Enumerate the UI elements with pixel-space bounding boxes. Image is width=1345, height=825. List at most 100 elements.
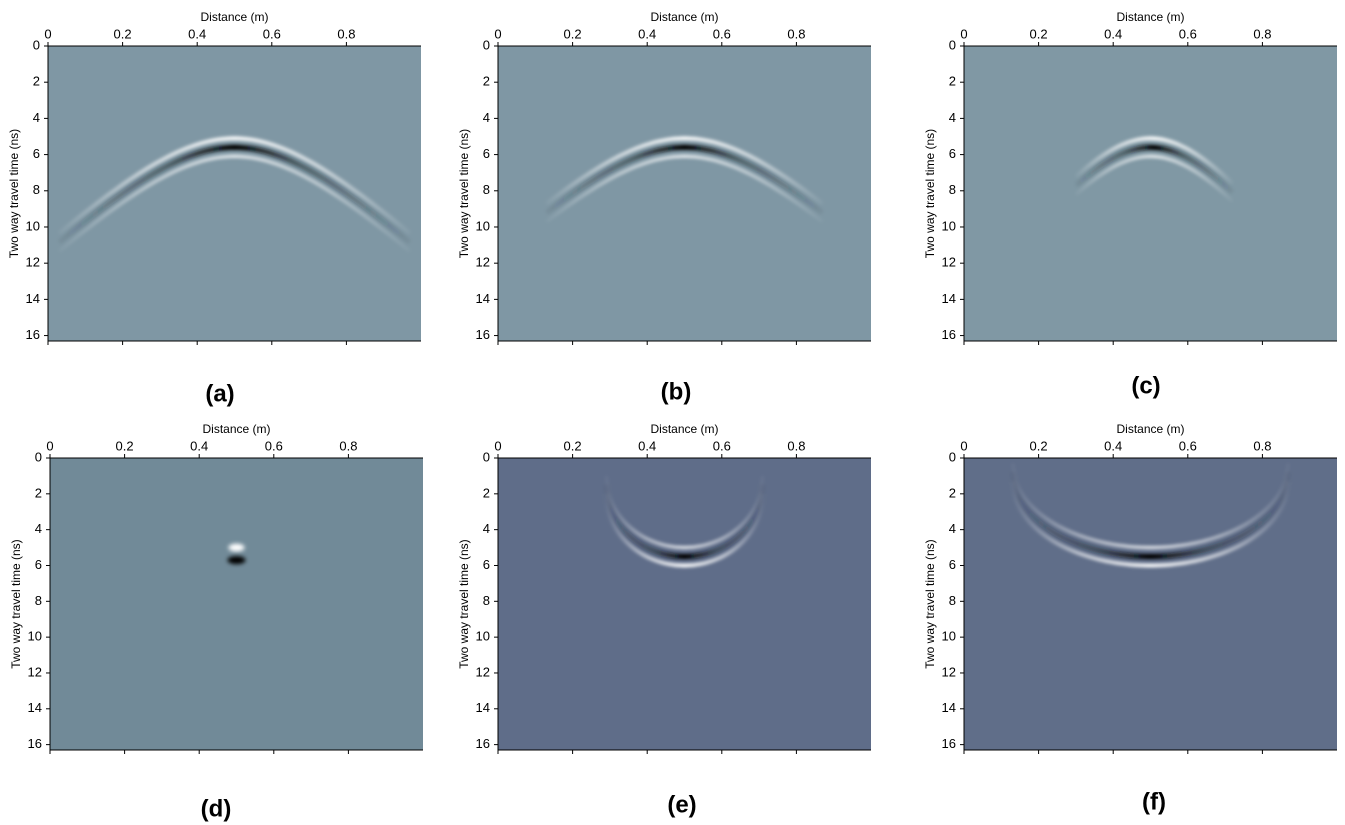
y-axis-label: Two way travel time (ns)	[9, 539, 23, 668]
panel: 0 0.2 0.4 0.6 0.8 0 2 4 6 8 10 12 14 16 Distance (m) Tw…	[457, 10, 871, 405]
image-content	[227, 543, 246, 565]
x-tick-label: 0.4	[188, 26, 206, 41]
reflection-light	[545, 154, 824, 223]
x-tick-label: 0.8	[787, 438, 805, 453]
x-tick-label: 0.6	[713, 26, 731, 41]
y-tick-label: 8	[35, 593, 42, 608]
panel: 0 0.2 0.4 0.6 0.8 0 2 4 6 8 10 12 14 16 Distance (m) Tw…	[923, 422, 1337, 815]
y-tick-label: 14	[942, 291, 956, 306]
x-tick-label: 0.2	[1030, 26, 1048, 41]
y-tick-label: 12	[942, 664, 956, 679]
x-tick-label: 0.4	[638, 438, 656, 453]
x-tick-label: 0.2	[114, 26, 132, 41]
y-tick-label: 8	[949, 593, 956, 608]
y-tick-label: 16	[476, 736, 490, 751]
y-tick-label: 2	[949, 485, 956, 500]
y-tick-label: 4	[949, 521, 956, 536]
reflection-light	[228, 543, 245, 552]
y-tick-label: 16	[942, 736, 956, 751]
panel: 0 0.2 0.4 0.6 0.8 0 2 4 6 8 10 12 14 16 Distance (m) Tw…	[457, 422, 871, 818]
reflection-light	[1010, 462, 1291, 550]
x-axis-label: Distance (m)	[650, 422, 718, 436]
x-tick-label: 0.4	[1104, 438, 1122, 453]
image-content	[603, 475, 766, 568]
panel: 0 0.2 0.4 0.6 0.8 0 2 4 6 8 10 12 14 16 Distance (m) Tw…	[9, 422, 423, 822]
y-tick-label: 4	[949, 110, 956, 125]
panel-label: (e)	[667, 791, 696, 818]
image-background	[498, 458, 871, 750]
x-tick-label: 0.8	[787, 26, 805, 41]
reflection-light	[57, 136, 412, 235]
reflection-dark	[1074, 144, 1235, 195]
y-tick-label: 16	[476, 327, 490, 342]
y-axis-label: Two way travel time (ns)	[7, 129, 21, 258]
x-tick-label: 0.8	[337, 26, 355, 41]
x-tick-label: 0	[960, 438, 967, 453]
x-tick-label: 0	[494, 438, 501, 453]
x-tick-label: 0.6	[263, 26, 281, 41]
y-tick-label: 10	[28, 629, 42, 644]
y-tick-label: 4	[483, 110, 490, 125]
y-tick-label: 12	[26, 255, 40, 270]
y-tick-label: 12	[942, 255, 956, 270]
y-tick-label: 12	[28, 664, 42, 679]
panel: 0 0.2 0.4 0.6 0.8 0 2 4 6 8 10 12 14 16 Distance (m) Tw…	[7, 10, 421, 407]
y-tick-label: 16	[26, 327, 40, 342]
x-tick-label: 0.2	[1030, 438, 1048, 453]
image-content	[544, 136, 825, 223]
y-tick-label: 16	[28, 736, 42, 751]
image-background	[48, 46, 421, 341]
x-tick-label: 0.2	[564, 26, 582, 41]
y-axis-label: Two way travel time (ns)	[457, 129, 471, 258]
reflection-light	[604, 475, 765, 550]
y-tick-label: 8	[483, 182, 490, 197]
y-tick-label: 10	[942, 629, 956, 644]
image-content	[1074, 136, 1235, 203]
x-axis-label: Distance (m)	[1116, 10, 1184, 24]
y-tick-label: 2	[483, 74, 490, 89]
panel-label: (c)	[1131, 372, 1160, 399]
panel-label: (b)	[661, 378, 692, 405]
x-tick-label: 0	[46, 438, 53, 453]
reflection-dark	[544, 144, 825, 215]
y-tick-label: 12	[476, 255, 490, 270]
x-tick-label: 0.4	[1104, 26, 1122, 41]
reflection-light	[1074, 154, 1234, 203]
x-tick-label: 0.6	[1179, 26, 1197, 41]
y-tick-label: 8	[33, 182, 40, 197]
x-tick-label: 0	[960, 26, 967, 41]
y-tick-label: 10	[476, 218, 490, 233]
x-axis-label: Distance (m)	[200, 10, 268, 24]
x-tick-label: 0.8	[339, 438, 357, 453]
y-tick-label: 4	[483, 521, 490, 536]
image-background	[498, 46, 871, 341]
reflection-light	[604, 493, 765, 568]
y-tick-label: 0	[949, 449, 956, 464]
reflection-light	[1010, 480, 1291, 568]
x-axis-label: Distance (m)	[202, 422, 270, 436]
panel-label: (f)	[1142, 788, 1166, 815]
y-tick-label: 12	[476, 664, 490, 679]
y-tick-label: 2	[949, 74, 956, 89]
panel-label: (a)	[205, 380, 234, 407]
y-tick-label: 8	[483, 593, 490, 608]
y-tick-label: 10	[942, 218, 956, 233]
y-axis-label: Two way travel time (ns)	[923, 129, 937, 258]
reflection-dark	[227, 556, 246, 565]
reflection-light	[58, 154, 411, 253]
x-axis-label: Distance (m)	[650, 10, 718, 24]
y-tick-label: 0	[35, 449, 42, 464]
y-tick-label: 6	[949, 557, 956, 572]
x-tick-label: 0.8	[1253, 438, 1271, 453]
reflection-light	[1074, 136, 1234, 185]
y-tick-label: 6	[483, 146, 490, 161]
panel-label: (d)	[201, 795, 232, 822]
y-tick-label: 14	[28, 700, 42, 715]
y-tick-label: 14	[476, 291, 490, 306]
image-background	[50, 458, 423, 750]
y-tick-label: 4	[35, 521, 42, 536]
y-tick-label: 4	[33, 110, 40, 125]
reflection-dark	[1010, 471, 1291, 559]
reflection-light	[545, 136, 824, 206]
x-tick-label: 0.8	[1253, 26, 1271, 41]
